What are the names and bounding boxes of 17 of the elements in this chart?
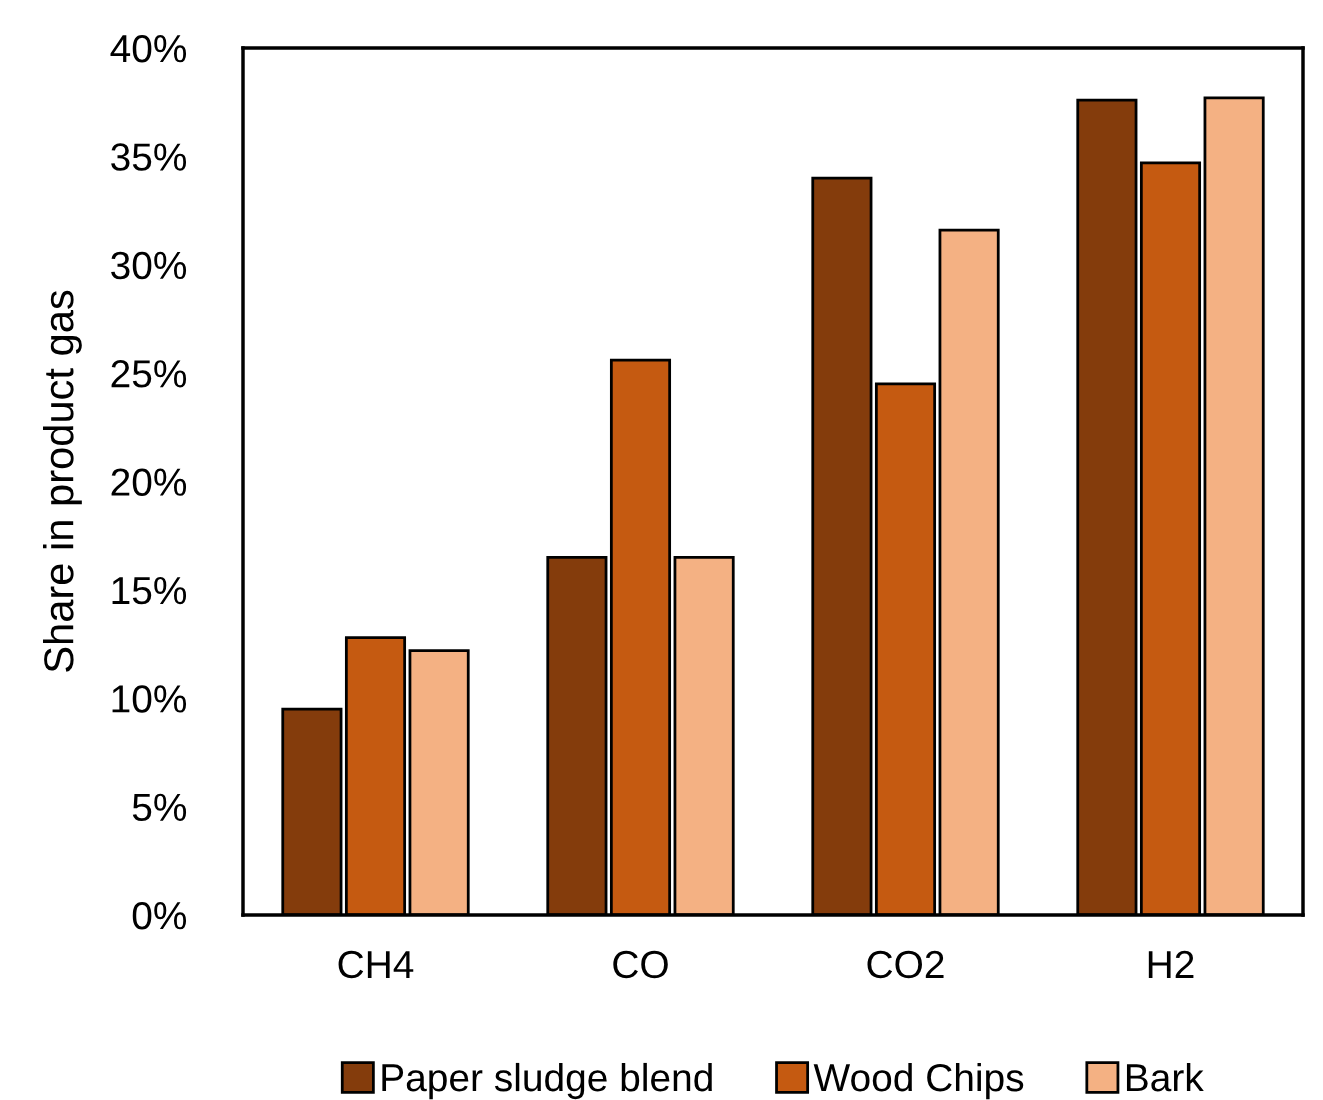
- y-tick-label: 5%: [132, 793, 187, 822]
- y-tick-label: 0%: [132, 901, 187, 930]
- y-tick-label: 35%: [111, 143, 187, 171]
- y-tick-label: 30%: [111, 251, 187, 280]
- x-tick-label: CH4: [338, 950, 414, 979]
- legend-label: Bark: [1126, 1062, 1204, 1092]
- legend-label: Wood Chips: [813, 1062, 1024, 1100]
- y-tick-label: 40%: [110, 34, 187, 63]
- legend-label: Paper sludge blend: [382, 1062, 712, 1100]
- x-tick-label: CO2: [867, 950, 944, 979]
- x-tick-label: H2: [1148, 950, 1194, 978]
- y-tick-label: 10%: [112, 685, 187, 713]
- x-tick-label: CO: [613, 950, 668, 979]
- y-tick-label: 20%: [111, 468, 187, 496]
- y-tick-label: 25%: [111, 360, 187, 388]
- y-axis-title: Share in product gas: [42, 290, 82, 672]
- y-tick-label: 15%: [112, 576, 187, 605]
